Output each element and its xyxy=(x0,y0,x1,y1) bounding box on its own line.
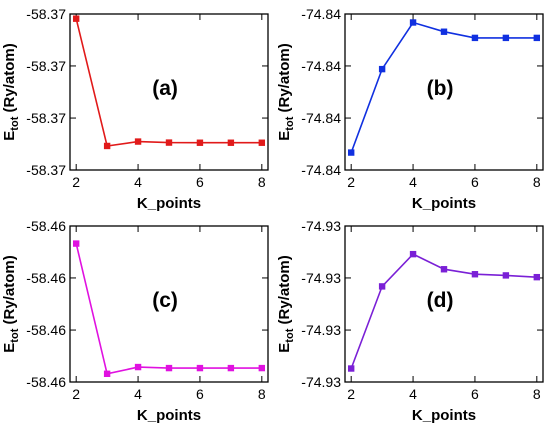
data-point xyxy=(72,240,80,247)
x-tick-label: 4 xyxy=(409,386,417,402)
y-tick-label: -74.84 xyxy=(301,6,341,22)
y-tick-label: -74.84 xyxy=(301,110,341,126)
panel-a: 2 4 6 8 -58.37 -58.37 -58.37 -58.37 (a) K_points E… xyxy=(1,6,269,212)
x-tick-label: 8 xyxy=(258,386,266,402)
data-point xyxy=(502,272,510,279)
panel-label: (a) xyxy=(152,77,178,100)
y-tick-label: -58.46 xyxy=(26,322,66,338)
data-point xyxy=(258,139,266,146)
data-point xyxy=(409,250,417,258)
data-point xyxy=(378,283,386,290)
data-point xyxy=(103,370,111,378)
x-tick-label: 2 xyxy=(72,174,80,190)
data-point xyxy=(196,139,204,146)
y-axis-label: Etot (Ry/atom) xyxy=(1,255,21,352)
data-point xyxy=(134,138,142,145)
panel-d: 2 4 6 8 -74.93 -74.93 -74.93 -74.93 (d) K_points E… xyxy=(276,218,544,424)
panel-label: (c) xyxy=(152,289,178,312)
x-tick-label: 6 xyxy=(471,386,479,402)
y-tick-label: -58.37 xyxy=(26,162,66,178)
x-axis-label: K_points xyxy=(412,195,476,212)
x-tick-label: 4 xyxy=(134,174,142,190)
x-axis-label: K_points xyxy=(137,407,201,424)
y-tick-label: -58.46 xyxy=(26,270,66,286)
x-tick-label: 4 xyxy=(134,386,142,402)
x-tick-label: 8 xyxy=(533,174,541,190)
y-tick-label: -74.84 xyxy=(301,58,341,74)
data-point xyxy=(165,139,173,146)
y-tick-label: -58.37 xyxy=(26,110,66,126)
data-point xyxy=(227,364,235,372)
x-tick-label: 6 xyxy=(196,386,204,402)
panel-b: 2 4 6 8 -74.84 -74.84 -74.84 -74.84 (b) K_points E… xyxy=(276,6,544,212)
panel-c: 2 4 6 8 -58.46 -58.46 -58.46 -58.46 (c) K_points E… xyxy=(1,218,269,424)
plot-frame xyxy=(69,13,269,171)
x-tick-label: 2 xyxy=(347,386,355,402)
x-tick-label: 6 xyxy=(196,174,204,190)
x-tick-label: 4 xyxy=(409,174,417,190)
data-point xyxy=(196,364,204,372)
x-axis-label: K_points xyxy=(412,407,476,424)
y-tick-label: -74.93 xyxy=(301,322,341,338)
x-tick-label: 2 xyxy=(347,174,355,190)
data-point xyxy=(440,28,448,35)
data-point xyxy=(103,142,111,150)
data-point xyxy=(409,19,417,26)
y-tick-label: -74.93 xyxy=(301,270,341,286)
y-tick-label: -58.46 xyxy=(26,374,66,390)
x-tick-label: 6 xyxy=(471,174,479,190)
panel-label: (d) xyxy=(427,289,454,312)
plot-frame xyxy=(69,225,269,383)
y-tick-label: -58.46 xyxy=(26,218,66,234)
y-axis-label: Etot (Ry/atom) xyxy=(276,255,296,352)
data-point xyxy=(533,273,541,281)
panel-label: (b) xyxy=(427,77,454,100)
data-point xyxy=(378,65,386,73)
data-point xyxy=(134,363,142,371)
data-point xyxy=(471,34,479,42)
x-tick-label: 8 xyxy=(533,386,541,402)
data-point xyxy=(471,271,479,278)
y-tick-label: -74.93 xyxy=(301,374,341,390)
data-point xyxy=(165,364,173,372)
x-tick-label: 8 xyxy=(258,174,266,190)
plot-frame xyxy=(344,225,544,383)
x-tick-label: 2 xyxy=(72,386,80,402)
data-point xyxy=(72,15,80,22)
y-axis-label: Etot (Ry/atom) xyxy=(1,43,21,140)
y-tick-label: -58.37 xyxy=(26,58,66,74)
data-point xyxy=(347,365,355,372)
y-tick-label: -74.93 xyxy=(301,218,341,234)
data-point xyxy=(347,149,355,156)
x-axis-label: K_points xyxy=(137,195,201,212)
data-point xyxy=(533,34,541,42)
data-point xyxy=(502,34,510,42)
y-tick-label: -74.84 xyxy=(301,162,341,178)
y-tick-label: -58.37 xyxy=(26,6,66,22)
plot-frame xyxy=(344,13,544,171)
y-axis-label: Etot (Ry/atom) xyxy=(276,43,296,140)
data-point xyxy=(258,364,266,372)
data-point xyxy=(440,266,448,273)
data-point xyxy=(227,139,235,146)
